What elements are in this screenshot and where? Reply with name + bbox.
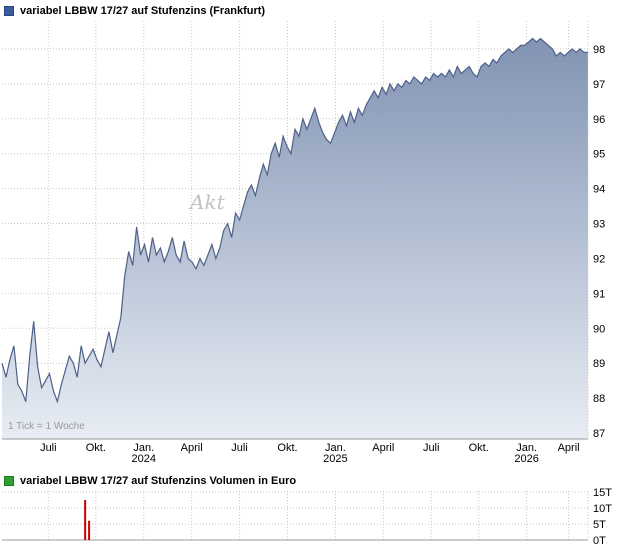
price-chart-header: variabel LBBW 17/27 auf Stufenzins (Fran… (0, 0, 620, 18)
x-axis-label: Juli (40, 442, 57, 454)
x-axis-label: April (558, 442, 580, 454)
price-chart-title: variabel LBBW 17/27 auf Stufenzins (Fran… (20, 4, 266, 17)
watermark: Akt (190, 190, 225, 214)
x-axis-label: Juli (423, 442, 440, 454)
y-axis-label: 98 (593, 44, 605, 56)
y-axis-label: 93 (593, 219, 605, 231)
y-axis-label: 91 (593, 288, 605, 300)
volume-y-axis-label: 0T (593, 535, 606, 546)
x-axis-year-label: 2025 (323, 453, 347, 465)
x-axis-label: April (372, 442, 394, 454)
volume-y-axis-label: 10T (593, 503, 612, 515)
x-axis-label: Okt. (277, 442, 297, 454)
x-axis-label: Okt. (86, 442, 106, 454)
x-axis-label: April (181, 442, 203, 454)
x-axis-label: Jan. (516, 442, 537, 454)
price-legend-square (4, 5, 14, 16)
price-chart-area: 87 88 89 90 91 92 93 94 95 96 97 98 Juli Okt. Jan. 2024… (0, 18, 620, 470)
y-axis-label: 87 (593, 428, 605, 440)
y-axis-label: 90 (593, 323, 605, 335)
price-area (2, 38, 588, 439)
volume-y-axis-label: 5T (593, 519, 606, 531)
x-axis-label: Jan. (325, 442, 346, 454)
x-axis-year-label: 2026 (514, 453, 538, 465)
y-axis-label: 95 (593, 149, 605, 161)
y-axis-label: 88 (593, 393, 605, 405)
volume-chart-svg: 15T 10T 5T 0T (2, 488, 612, 546)
y-axis-label: 94 (593, 184, 605, 196)
x-axis-label: Okt. (469, 442, 489, 454)
volume-legend-square (4, 475, 14, 486)
y-axis-label: 89 (593, 358, 605, 370)
y-axis-label: 97 (593, 79, 605, 91)
x-axis-label: Jan. (133, 442, 154, 454)
price-line (1, 37, 588, 404)
volume-y-axis-label: 15T (593, 488, 612, 499)
x-axis-year-label: 2024 (132, 453, 156, 465)
volume-chart-header: variabel LBBW 17/27 auf Stufenzins Volum… (0, 470, 620, 488)
tick-note: 1 Tick = 1 Woche (8, 421, 85, 432)
volume-chart-area: 15T 10T 5T 0T (0, 488, 620, 546)
volume-chart-title: variabel LBBW 17/27 auf Stufenzins Volum… (20, 474, 297, 487)
y-axis-label: 92 (593, 253, 605, 265)
x-axis-label: Juli (231, 442, 248, 454)
y-axis-label: 96 (593, 114, 605, 126)
